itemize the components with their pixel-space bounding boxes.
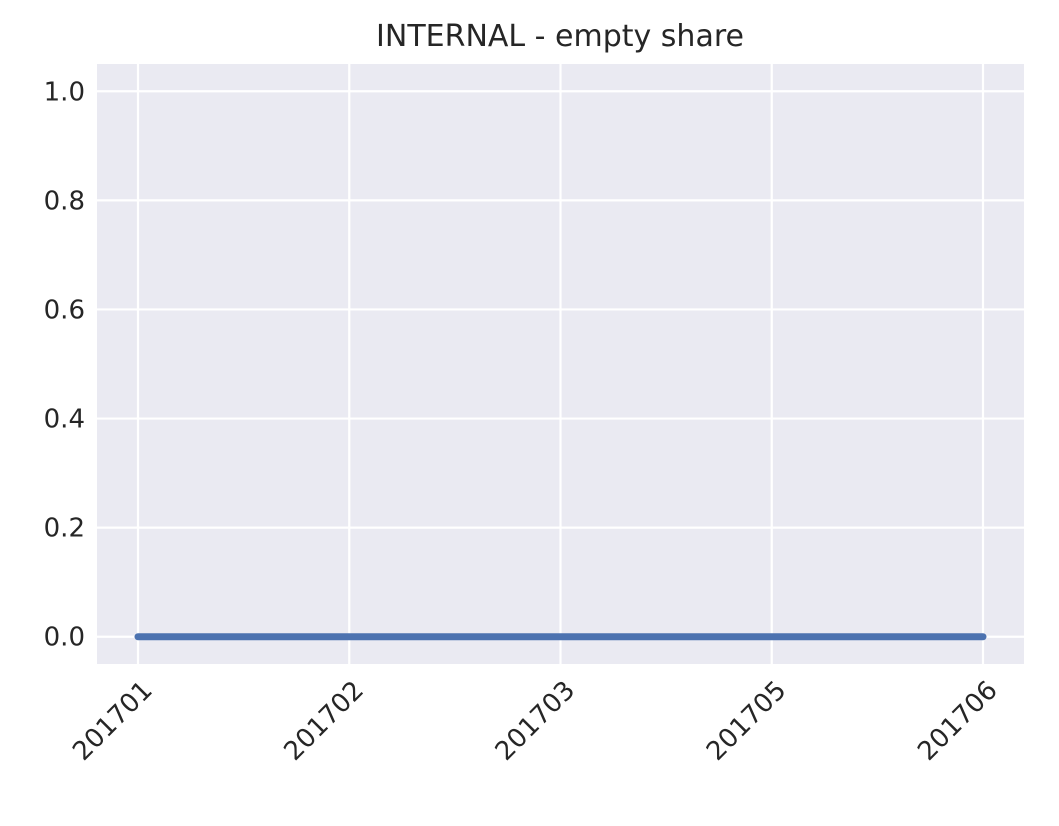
y-tick-label: 0.8 <box>44 186 85 216</box>
x-tick-label: 201703 <box>490 675 581 766</box>
y-tick-label: 0.0 <box>44 623 85 653</box>
x-tick-label: 201705 <box>701 675 792 766</box>
x-tick-label: 201701 <box>67 675 158 766</box>
y-tick-label: 0.6 <box>44 295 85 325</box>
x-tick-label: 201702 <box>278 675 369 766</box>
y-axis: 0.0 0.2 0.4 0.6 0.8 1.0 <box>44 77 85 652</box>
y-tick-label: 1.0 <box>44 77 85 107</box>
x-axis: 201701 201702 201703 201705 201706 <box>67 675 1003 766</box>
grid-lines <box>97 64 1024 664</box>
chart-title: INTERNAL - empty share <box>376 19 744 54</box>
x-tick-label: 201706 <box>912 675 1003 766</box>
y-tick-label: 0.4 <box>44 405 85 435</box>
y-tick-label: 0.2 <box>44 514 85 544</box>
